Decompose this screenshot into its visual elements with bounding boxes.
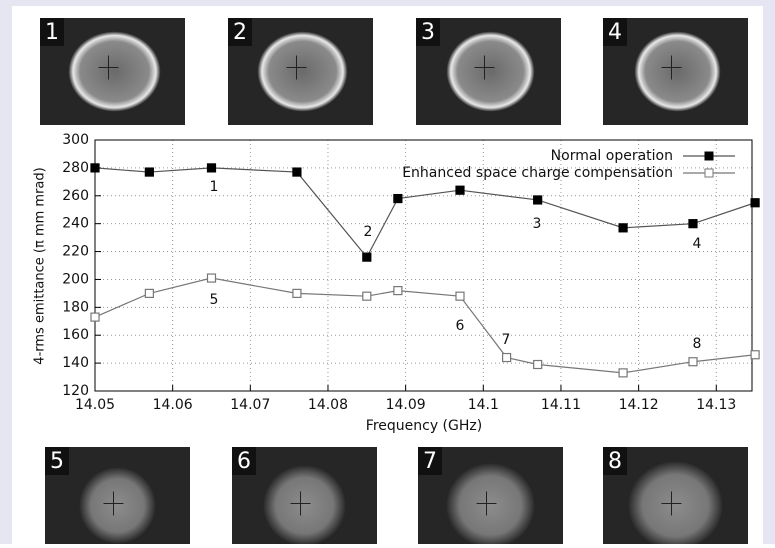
data-point xyxy=(689,220,697,228)
x-tick-label: 14.13 xyxy=(696,397,736,413)
beam-image: 3 xyxy=(416,18,561,125)
x-axis-label: Frequency (GHz) xyxy=(366,418,482,434)
point-annotation: 2 xyxy=(364,224,373,240)
x-tick-label: 14.06 xyxy=(153,397,193,413)
data-point xyxy=(394,287,402,295)
point-annotation: 6 xyxy=(456,318,465,334)
beam-image: 5 xyxy=(45,447,190,544)
data-point xyxy=(91,164,99,172)
data-point xyxy=(456,186,464,194)
data-point xyxy=(751,199,759,207)
data-point xyxy=(207,164,215,172)
image-label: 6 xyxy=(237,449,251,474)
y-tick-label: 260 xyxy=(62,188,89,204)
data-point xyxy=(456,292,464,300)
data-point xyxy=(503,354,511,362)
image-label: 2 xyxy=(233,20,247,45)
beam-image: 2 xyxy=(228,18,373,125)
image-label: 8 xyxy=(608,449,622,474)
x-tick-label: 14.07 xyxy=(230,397,270,413)
beam-image: 4 xyxy=(603,18,748,125)
y-tick-label: 140 xyxy=(62,355,89,371)
data-point xyxy=(619,224,627,232)
data-point xyxy=(363,292,371,300)
data-point xyxy=(363,253,371,261)
beam-spot xyxy=(447,32,535,112)
data-point xyxy=(534,361,542,369)
beam-spot xyxy=(69,32,161,112)
x-tick-label: 14.1 xyxy=(468,397,499,413)
image-label: 3 xyxy=(421,20,435,45)
image-label: 7 xyxy=(423,449,437,474)
y-tick-label: 220 xyxy=(62,244,89,260)
data-point xyxy=(145,289,153,297)
data-point xyxy=(689,358,697,366)
beam-spot xyxy=(264,466,346,545)
point-annotation: 8 xyxy=(693,336,702,352)
x-tick-label: 14.11 xyxy=(541,397,581,413)
y-tick-label: 280 xyxy=(62,160,89,176)
beam-spot xyxy=(258,32,348,112)
data-point xyxy=(293,168,301,176)
data-point xyxy=(534,196,542,204)
x-tick-label: 14.12 xyxy=(619,397,659,413)
y-axis-label: 4-rms emittance (π mm mrad) xyxy=(33,167,48,364)
point-annotation: 4 xyxy=(693,236,702,252)
beam-image: 7 xyxy=(418,447,563,544)
beam-image: 1 xyxy=(40,18,185,125)
y-tick-label: 200 xyxy=(62,271,89,287)
data-point xyxy=(145,168,153,176)
x-tick-label: 14.08 xyxy=(308,397,348,413)
data-point xyxy=(91,313,99,321)
beam-image: 8 xyxy=(603,447,748,544)
y-tick-label: 180 xyxy=(62,299,89,315)
legend-marker xyxy=(705,169,713,177)
point-annotation: 5 xyxy=(210,292,219,308)
y-tick-label: 240 xyxy=(62,216,89,232)
beam-image: 6 xyxy=(232,447,377,544)
image-label: 4 xyxy=(608,20,622,45)
data-point xyxy=(619,369,627,377)
point-annotation: 3 xyxy=(533,216,542,232)
y-tick-label: 300 xyxy=(62,132,89,148)
data-point xyxy=(293,289,301,297)
image-label: 1 xyxy=(45,20,59,45)
point-annotation: 1 xyxy=(210,179,219,195)
x-tick-label: 14.09 xyxy=(386,397,426,413)
point-annotation: 7 xyxy=(502,332,511,348)
beam-spot xyxy=(80,468,156,544)
legend-marker xyxy=(705,152,713,160)
beam-spot xyxy=(635,32,721,112)
y-tick-label: 160 xyxy=(62,327,89,343)
legend-label: Normal operation xyxy=(551,148,673,164)
data-point xyxy=(394,195,402,203)
data-point xyxy=(751,351,759,359)
data-point xyxy=(207,274,215,282)
legend-label: Enhanced space charge compensation xyxy=(402,165,673,181)
x-tick-label: 14.05 xyxy=(75,397,115,413)
figure: Frequency (GHz) 4-rms emittance (π mm mr… xyxy=(0,0,775,544)
image-label: 5 xyxy=(50,449,64,474)
